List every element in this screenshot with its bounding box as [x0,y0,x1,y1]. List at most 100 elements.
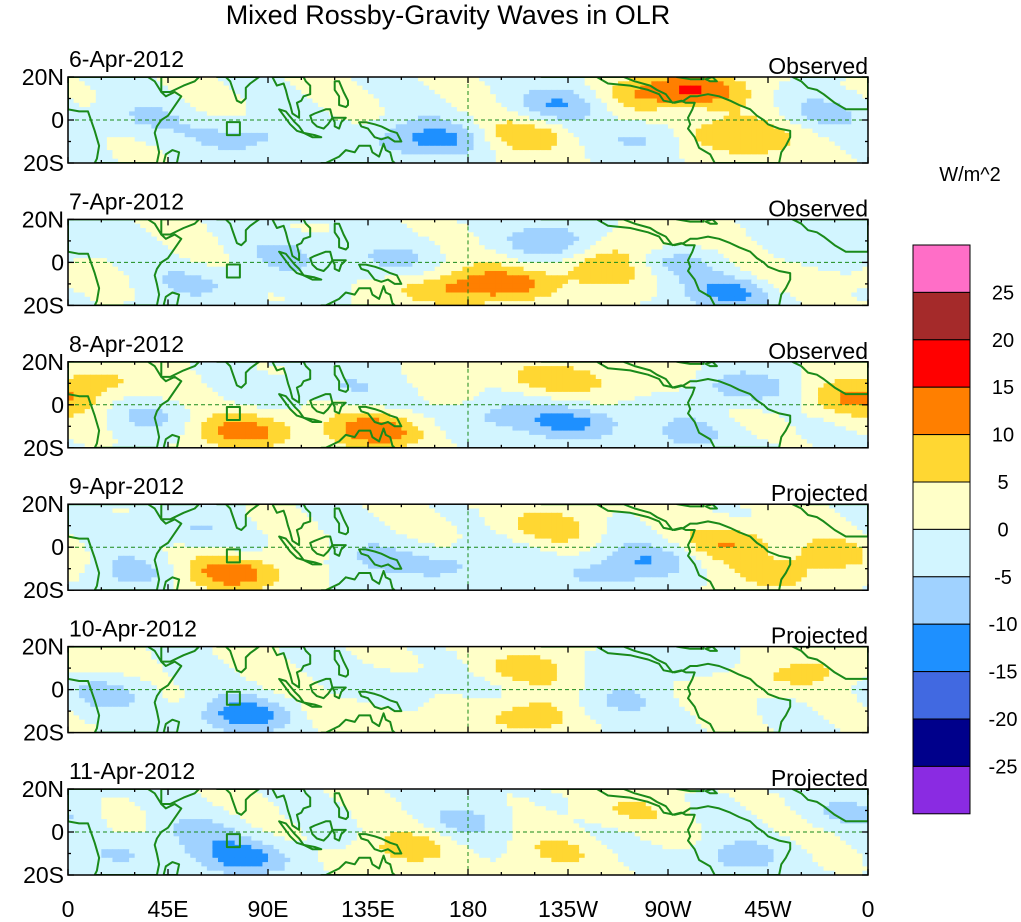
field-cell [206,150,214,155]
field-cell [556,98,564,104]
field-cell [140,219,147,225]
field-cell [95,85,102,91]
field-cell [156,266,164,272]
field-cell [68,89,75,95]
field-cell [590,89,597,95]
field-cell [518,249,525,255]
field-cell [201,81,208,87]
field-cell [840,137,847,143]
field-cell [212,253,219,259]
field-cell [651,253,658,259]
field-cell [612,219,619,225]
field-cell [540,102,547,108]
field-cell [312,249,319,255]
field-cell [84,128,91,134]
field-cell [779,115,786,121]
field-cell [112,115,119,121]
field-cell [701,236,708,242]
field-cell [84,89,91,95]
field-cell [251,107,258,112]
field-cell [545,94,552,100]
field-cell [451,111,458,117]
field-cell [679,271,686,276]
field-cell [768,232,775,238]
field-cell [762,154,769,160]
field-cell [584,128,591,134]
field-cell [312,81,319,87]
field-cell [673,266,680,272]
field-cell [501,124,508,130]
field-cell [823,111,830,117]
field-cell [451,249,458,255]
field-cell [268,85,275,91]
field-cell [623,236,630,242]
field-cell [234,115,241,121]
field-cell [823,266,830,272]
field-cell [90,128,97,134]
field-cell [684,98,691,104]
field-cell [223,240,230,246]
field-cell [268,271,275,276]
field-cell [173,154,180,160]
field-cell [312,128,319,134]
field-cell [540,120,547,125]
field-cell [468,228,475,233]
field-cell [156,77,164,82]
field-cell [840,98,847,104]
field-cell [740,128,747,134]
field-cell [845,120,852,125]
field-cell [523,102,530,108]
field-cell [829,137,836,143]
field-cell [429,271,436,276]
field-cell [362,141,369,147]
field-cell [701,232,708,238]
field-cell [201,107,208,112]
field-cell [156,223,164,229]
field-cell [106,275,114,281]
field-cell [68,137,75,143]
field-cell [129,128,136,134]
field-cell [801,77,808,82]
field-cell [434,271,441,276]
field-cell [634,249,641,255]
field-cell [134,258,141,263]
field-cell [406,137,414,143]
field-cell [451,154,458,160]
field-cell [284,228,291,233]
field-cell [779,137,786,143]
field-cell [773,145,780,151]
field-cell [118,154,125,160]
field-cell [451,102,458,108]
field-cell [801,275,808,281]
field-cell [695,245,702,251]
field-cell [806,219,814,225]
field-cell [484,266,491,272]
field-cell [690,154,697,160]
field-cell [756,111,764,117]
field-cell [90,81,97,87]
field-cell [573,253,580,259]
field-cell [684,107,691,112]
field-cell [79,232,86,238]
field-cell [134,253,141,259]
field-cell [684,120,691,125]
field-cell [662,232,669,238]
field-cell [823,81,830,87]
field-cell [506,266,514,272]
field-cell [562,81,569,87]
field-cell [862,120,868,125]
field-cell [856,111,864,117]
field-cell [718,154,725,160]
field-cell [251,223,258,229]
field-cell [468,158,475,163]
field-cell [701,124,708,130]
field-cell [362,271,369,276]
field-cell [345,223,352,229]
field-cell [773,115,780,121]
field-cell [490,94,497,100]
field-cell [712,94,719,100]
field-cell [229,107,236,112]
field-cell [612,132,619,138]
field-cell [201,154,208,160]
field-cell [379,253,386,259]
